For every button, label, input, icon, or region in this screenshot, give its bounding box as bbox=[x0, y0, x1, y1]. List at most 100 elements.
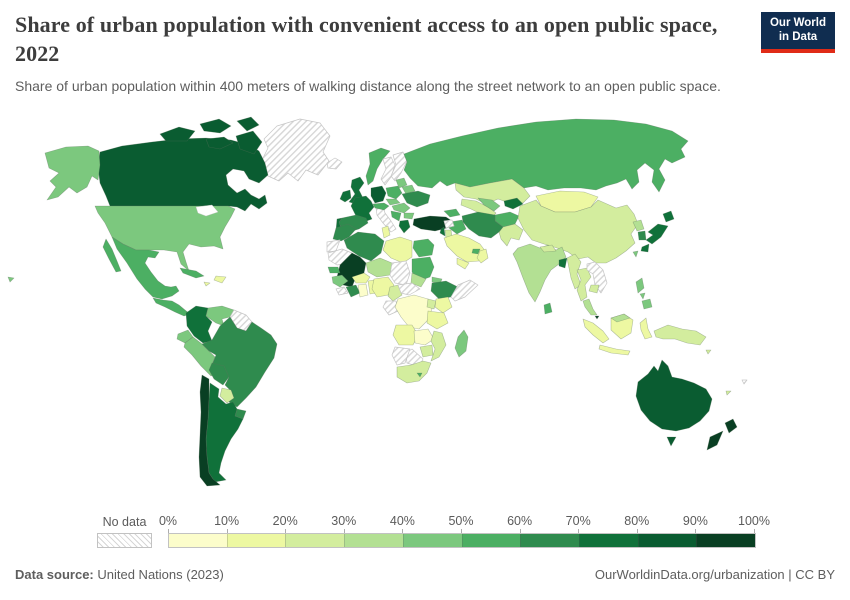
country-philippines-visayas[interactable] bbox=[639, 292, 646, 300]
country-sierra-leone-liberia[interactable] bbox=[335, 286, 349, 296]
country-new-caledonia[interactable] bbox=[725, 390, 732, 396]
country-egypt[interactable] bbox=[412, 238, 435, 258]
country-kenya[interactable] bbox=[434, 296, 453, 314]
country-thailand[interactable] bbox=[576, 267, 592, 302]
country-czechia-slovakia[interactable] bbox=[385, 198, 401, 206]
country-canada-arctic[interactable] bbox=[236, 116, 260, 132]
country-south-africa[interactable] bbox=[396, 360, 432, 384]
country-tasmania[interactable] bbox=[666, 436, 677, 447]
country-morocco[interactable] bbox=[332, 223, 357, 242]
country-indonesia-java[interactable] bbox=[598, 344, 631, 356]
country-malaysia[interactable] bbox=[582, 298, 598, 316]
country-guinea[interactable] bbox=[331, 274, 349, 288]
country-chile[interactable] bbox=[198, 374, 221, 487]
country-indonesia-sulawesi[interactable] bbox=[639, 317, 653, 340]
country-kyrgyzstan-tajikistan[interactable] bbox=[503, 197, 524, 210]
country-burkina-faso[interactable] bbox=[351, 272, 371, 284]
country-pakistan[interactable] bbox=[498, 223, 524, 247]
country-mexico[interactable] bbox=[111, 236, 180, 300]
country-japan-hokkaido[interactable] bbox=[662, 210, 675, 223]
country-jamaica[interactable] bbox=[203, 281, 211, 287]
legend-bin-4[interactable] bbox=[402, 534, 462, 547]
country-philippines-luzon[interactable] bbox=[635, 277, 645, 294]
country-gabon-congo[interactable] bbox=[382, 300, 399, 316]
country-fiji[interactable] bbox=[741, 379, 748, 385]
country-greenland[interactable] bbox=[260, 118, 331, 182]
country-ghana[interactable] bbox=[357, 283, 369, 298]
country-baltics[interactable] bbox=[395, 177, 408, 189]
legend-bin-1[interactable] bbox=[226, 534, 286, 547]
country-uae-qatar[interactable] bbox=[471, 248, 481, 255]
country-colombia[interactable] bbox=[185, 305, 213, 344]
country-balkans[interactable] bbox=[390, 210, 402, 222]
country-australia[interactable] bbox=[635, 359, 713, 432]
country-canada-arctic[interactable] bbox=[205, 136, 234, 150]
country-hawaii[interactable] bbox=[7, 276, 15, 283]
country-algeria[interactable] bbox=[343, 231, 385, 262]
country-uganda[interactable] bbox=[426, 298, 437, 310]
country-taiwan[interactable] bbox=[632, 250, 639, 258]
country-tanzania[interactable] bbox=[426, 310, 449, 330]
legend-bin-2[interactable] bbox=[285, 534, 345, 547]
country-bulgaria[interactable] bbox=[403, 212, 415, 220]
country-hispaniola[interactable] bbox=[213, 275, 227, 284]
country-canada-baffin[interactable] bbox=[235, 130, 263, 155]
country-nepal[interactable] bbox=[539, 244, 557, 253]
owid-logo[interactable]: Our World in Data bbox=[761, 12, 835, 53]
country-austria[interactable] bbox=[372, 202, 390, 211]
country-nigeria[interactable] bbox=[371, 276, 395, 298]
country-oman[interactable] bbox=[476, 248, 489, 264]
country-indonesia-sumatra[interactable] bbox=[582, 318, 610, 344]
country-mozambique[interactable] bbox=[430, 330, 447, 362]
country-cambodia[interactable] bbox=[588, 284, 600, 294]
country-dr-congo[interactable] bbox=[394, 294, 433, 330]
country-laos-vietnam[interactable] bbox=[586, 261, 608, 294]
country-namibia[interactable] bbox=[391, 346, 411, 366]
country-alaska[interactable] bbox=[44, 145, 101, 201]
country-bolivia[interactable] bbox=[208, 362, 230, 386]
legend-bin-8[interactable] bbox=[637, 534, 697, 547]
country-bangladesh[interactable] bbox=[558, 257, 568, 269]
country-japan-honshu[interactable] bbox=[645, 223, 669, 245]
country-iceland[interactable] bbox=[326, 157, 343, 170]
country-philippines-mindanao[interactable] bbox=[641, 298, 653, 310]
country-senegal[interactable] bbox=[327, 266, 341, 274]
legend-bin-6[interactable] bbox=[520, 534, 579, 547]
country-india[interactable] bbox=[512, 243, 567, 303]
country-sudan[interactable] bbox=[411, 256, 435, 282]
country-singapore[interactable] bbox=[594, 315, 600, 320]
country-south-korea[interactable] bbox=[637, 230, 647, 241]
legend-bin-5[interactable] bbox=[461, 534, 521, 547]
legend-bin-7[interactable] bbox=[578, 534, 638, 547]
country-germany[interactable] bbox=[370, 185, 387, 204]
country-central-african-republic[interactable] bbox=[397, 282, 421, 296]
country-new-zealand-south[interactable] bbox=[706, 430, 724, 451]
country-hungary-romania[interactable] bbox=[391, 202, 411, 214]
country-madagascar[interactable] bbox=[454, 329, 469, 358]
country-ukraine[interactable] bbox=[401, 190, 431, 208]
country-solomon-islands[interactable] bbox=[705, 349, 712, 355]
country-belarus[interactable] bbox=[401, 184, 416, 195]
country-lesotho[interactable] bbox=[416, 372, 423, 378]
country-iran[interactable] bbox=[461, 211, 504, 239]
country-cameroon[interactable] bbox=[387, 284, 403, 302]
country-tunisia[interactable] bbox=[381, 225, 391, 239]
country-uzbekistan[interactable] bbox=[477, 197, 501, 212]
country-canada[interactable] bbox=[97, 137, 269, 212]
country-russia[interactable] bbox=[403, 118, 689, 193]
country-sri-lanka[interactable] bbox=[543, 302, 553, 315]
country-central-america[interactable] bbox=[152, 297, 191, 317]
country-canada-arctic[interactable] bbox=[159, 126, 196, 142]
country-angola[interactable] bbox=[392, 324, 419, 346]
country-greece[interactable] bbox=[398, 219, 411, 234]
country-malaysia-borneo[interactable] bbox=[610, 313, 631, 323]
country-ireland[interactable] bbox=[339, 189, 352, 203]
legend-bin-9[interactable] bbox=[696, 534, 756, 547]
country-canada-arctic[interactable] bbox=[199, 118, 232, 134]
country-caucasus[interactable] bbox=[443, 208, 461, 218]
country-papua-new-guinea[interactable] bbox=[653, 324, 707, 346]
country-south-sudan[interactable] bbox=[410, 272, 427, 288]
country-chad[interactable] bbox=[389, 260, 411, 286]
footer-link[interactable]: OurWorldinData.org/urbanization | CC BY bbox=[594, 567, 835, 582]
country-zambia[interactable] bbox=[413, 328, 435, 346]
